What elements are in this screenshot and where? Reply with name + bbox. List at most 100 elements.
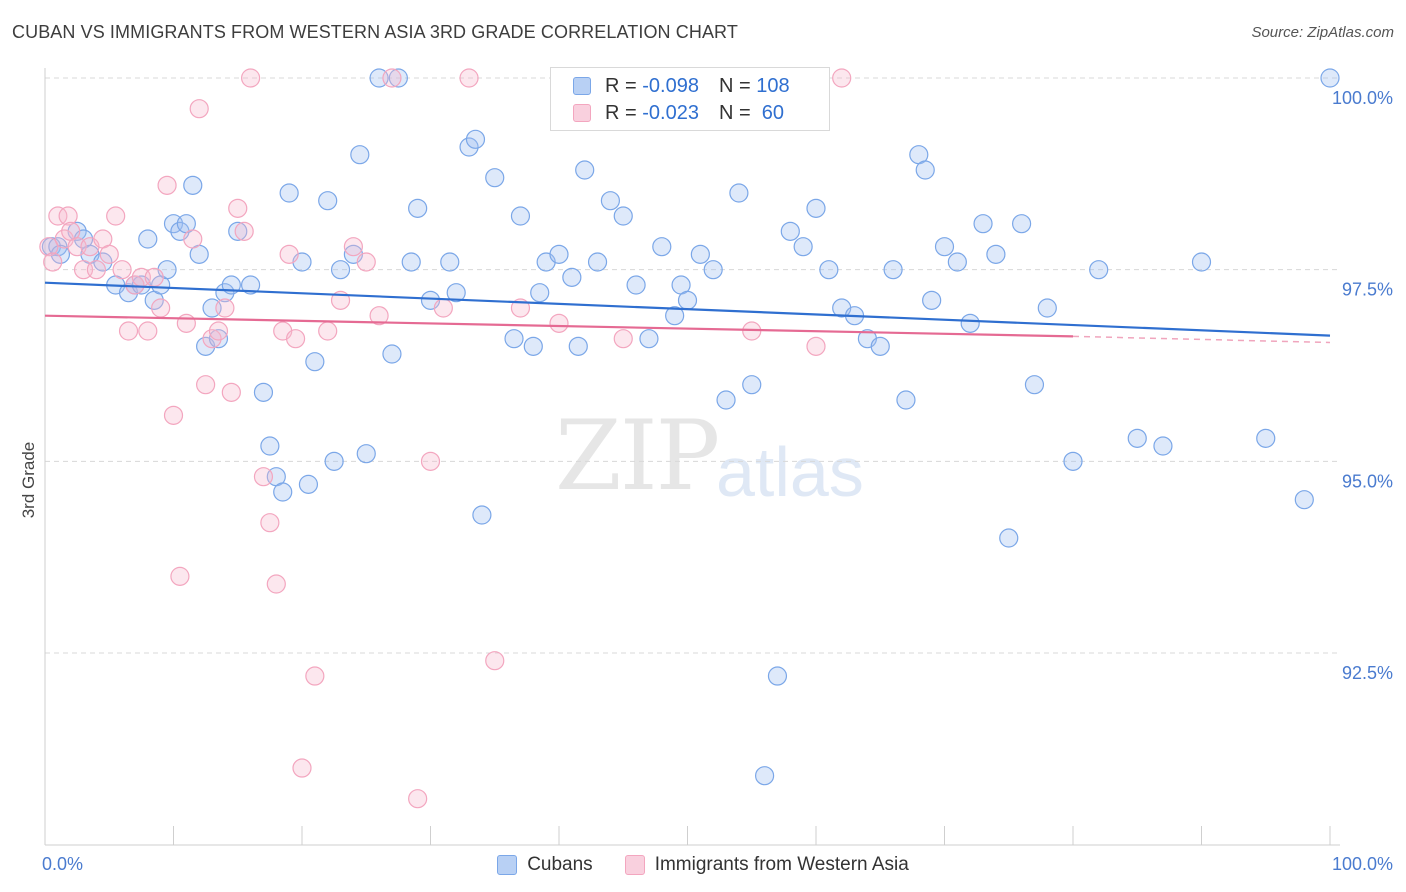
cubans-point-102 [1127,428,1147,448]
legend-n-value: 108 [756,74,790,97]
cubans-point-92 [947,252,967,272]
immigrants-point-0 [39,237,59,257]
cubans-point-79 [793,237,813,257]
immigrants-point-26 [196,375,216,395]
legend-n-label: N = [718,74,751,97]
cubans-point-89 [915,160,935,180]
immigrants-trend-extension [1072,335,1331,344]
cubans-point-78 [780,221,800,241]
cubans-point-106 [1294,490,1314,510]
cubans-point-45 [408,198,428,218]
immigrants-point-48 [408,789,428,809]
cubans-point-95 [986,244,1006,264]
cubans-point-34 [305,352,325,372]
immigrants-point-49 [420,451,441,471]
gridlines [45,77,1340,654]
chart-title: CUBAN VS IMMIGRANTS FROM WESTERN ASIA 3R… [12,22,738,42]
immigrants-point-20 [157,175,177,195]
cubans-point-35 [318,191,338,211]
cubans-point-99 [1037,298,1057,318]
cubans-point-11 [138,229,158,249]
immigrants-point-9 [86,260,107,280]
stats-legend: R = -0.098 N = 108 R = -0.023 N = 60 [550,67,830,131]
cubans-trend-line [44,281,1331,337]
immigrants-point-23 [176,313,196,333]
cubans-point-52 [485,168,505,188]
cubans-point-48 [446,283,466,303]
legend-r-value: -0.023 [642,101,699,124]
immigrants-point-21 [163,405,184,425]
cubans-point-97 [1011,214,1032,234]
cubans-point-81 [819,260,839,280]
cubans-point-43 [388,68,408,88]
cubans-point-47 [440,252,460,272]
data-points [39,68,1340,809]
immigrants-point-22 [170,566,190,586]
cubans-point-61 [575,160,595,180]
immigrants-point-34 [253,467,274,487]
x-tick-label-0: 0.0% [42,854,83,874]
cubans-point-58 [549,244,569,264]
legend-item-cubans: Cubans [497,854,593,876]
cubans-point-53 [504,329,524,349]
cubans-point-70 [677,290,698,310]
cubans-point-100 [1063,451,1083,471]
immigrants-point-17 [138,321,158,341]
immigrants-point-14 [118,321,139,341]
cubans-point-80 [806,198,826,218]
immigrants-point-44 [343,237,363,257]
immigrants-point-18 [144,267,164,287]
axes [44,68,1340,846]
legend-n-label: N = [718,101,751,124]
cubans-point-77 [767,666,788,686]
series-legend: Cubans Immigrants from Western Asia [0,852,1406,878]
cubans-point-37 [330,260,351,280]
cubans-point-67 [652,237,672,257]
legend-item-immigrants: Immigrants from Western Asia [624,854,909,876]
immigrants-point-35 [260,513,280,533]
cubans-point-39 [350,145,370,165]
tick-labels: 100.0% 97.5% 95.0% 92.5% 0.0% 100.0% [42,88,1393,874]
immigrants-point-58 [806,336,826,356]
cubans-point-76 [754,766,775,786]
cubans-point-44 [401,252,421,272]
legend-row-cubans: R = -0.098 N = 108 [573,74,790,98]
immigrants-point-33 [241,68,261,88]
immigrants-point-19 [151,298,171,318]
y-tick-label-1: 97.5% [1342,280,1393,300]
cubans-point-72 [703,260,723,280]
x-tick-label-1: 100.0% [1332,854,1393,874]
legend-n-value: 60 [756,101,785,124]
legend-swatch-cubans [573,77,591,95]
immigrants-point-4 [58,206,78,226]
immigrants-point-31 [228,198,248,218]
cubans-point-62 [587,252,608,272]
cubans-point-98 [1024,375,1045,395]
cubans-point-63 [600,191,621,211]
immigrants-point-51 [459,68,479,88]
cubans-point-65 [626,275,646,295]
immigrants-trend-line [44,314,1074,338]
cubans-point-30 [273,482,293,502]
cubans-point-71 [690,244,710,264]
immigrants-point-47 [382,68,402,88]
cubans-point-60 [568,336,588,356]
cubans-point-105 [1256,428,1276,448]
cubans-point-96 [999,528,1019,548]
cubans-point-74 [729,183,749,203]
immigrants-point-59 [832,68,852,88]
cubans-point-73 [716,390,736,410]
legend-swatch-immigrants [624,855,645,875]
cubans-point-66 [639,329,659,349]
immigrants-point-32 [234,221,254,241]
cubans-point-26 [241,275,261,295]
cubans-point-51 [472,505,492,525]
cubans-point-33 [298,474,319,494]
cubans-point-86 [883,260,903,280]
cubans-point-87 [896,390,916,410]
y-tick-label-2: 95.0% [1342,471,1393,491]
cubans-point-21 [208,329,229,349]
cubans-point-101 [1089,260,1109,280]
legend-row-immigrants: R = -0.023 N = 60 [573,101,784,125]
